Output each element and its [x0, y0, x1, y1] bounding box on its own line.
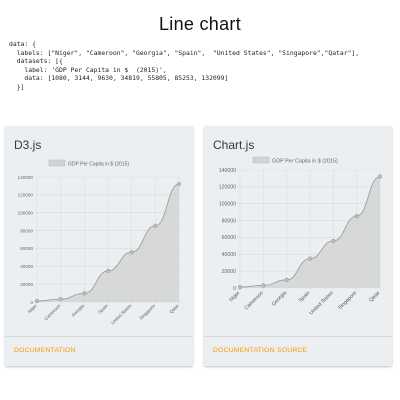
chartjs-card: Chart.js GDP Per Capita in $ (2015) 0 2000…	[204, 126, 392, 366]
y-tick-label: 140000	[219, 168, 236, 174]
x-tick-label: Cameroon	[43, 303, 61, 321]
card-title: Chart.js	[213, 138, 254, 152]
x-tick-label: Georgia	[70, 303, 85, 318]
code-line: }]	[9, 83, 24, 91]
data-point	[154, 224, 158, 228]
data-point	[238, 285, 242, 289]
chartjs-line-chart: GDP Per Capita in $ (2015)02000040000600…	[204, 154, 392, 332]
code-snippet: data: { labels: ["Niger", "Cameroon", "G…	[9, 40, 359, 92]
y-tick-label: 140000	[18, 175, 34, 180]
d3-line-chart: GDP Per Capita in $ (2015)02000040000600…	[5, 154, 193, 332]
x-tick-label: Spain	[97, 303, 109, 315]
data-point	[262, 284, 266, 288]
source-link[interactable]: SOURCE	[277, 347, 307, 354]
x-tick-label: Qatar	[368, 290, 382, 304]
y-tick-label: 20000	[222, 269, 237, 275]
data-point	[35, 299, 39, 303]
y-tick-label: 100000	[219, 202, 236, 208]
x-tick-label: United States	[308, 290, 335, 317]
y-tick-label: 80000	[222, 218, 237, 224]
legend-swatch	[253, 157, 269, 163]
code-line: datasets: [{	[9, 57, 63, 65]
x-tick-label: Spain	[298, 290, 312, 304]
x-tick-label: Singapore	[138, 303, 156, 321]
y-tick-label: 40000	[20, 264, 33, 269]
y-tick-label: 100000	[18, 211, 34, 216]
y-tick-label: 40000	[222, 252, 237, 258]
x-tick-label: Niger	[228, 290, 241, 303]
x-tick-label: Singapore	[337, 290, 358, 311]
data-point	[177, 182, 181, 186]
y-tick-label: 60000	[20, 246, 33, 251]
documentation-link[interactable]: DOCUMENTATION	[14, 347, 76, 354]
data-point	[308, 257, 312, 261]
data-point	[378, 175, 382, 179]
documentation-link[interactable]: DOCUMENTATION	[213, 347, 275, 354]
data-point	[83, 292, 87, 296]
y-tick-label: 120000	[18, 193, 34, 198]
data-point	[59, 297, 63, 301]
x-tick-label: Qatar	[168, 303, 180, 315]
y-tick-label: 80000	[20, 228, 33, 233]
code-line: data: [1080, 3144, 9630, 34819, 55805, 8…	[9, 74, 228, 82]
x-tick-label: Georgia	[271, 290, 288, 307]
page-title: Line chart	[0, 14, 400, 35]
card-footer: DOCUMENTATION SOURCE	[204, 336, 392, 367]
code-line: labels: ["Niger", "Cameroon", "Georgia",…	[9, 49, 359, 57]
card-footer: DOCUMENTATION	[5, 336, 193, 367]
legend-label: GDP Per Capita in $ (2015)	[68, 162, 129, 168]
data-point	[130, 250, 134, 254]
code-line: label: 'GDP Per Capita in $ (2015)',	[9, 66, 167, 74]
legend-label: GDP Per Capita in $ (2015)	[272, 159, 338, 165]
legend-swatch	[49, 160, 65, 166]
data-point	[285, 278, 289, 282]
card-title: D3.js	[14, 138, 41, 152]
y-tick-label: 120000	[219, 185, 236, 191]
data-point	[355, 214, 359, 218]
y-tick-label: 60000	[222, 235, 237, 241]
d3-card: D3.js GDP Per Capita in $ (2015) 0 20000 40…	[5, 126, 193, 366]
data-point	[332, 239, 336, 243]
y-tick-label: 20000	[20, 282, 33, 287]
x-tick-label: United States	[110, 303, 133, 326]
x-tick-label: Cameroon	[243, 290, 264, 311]
x-tick-label: Niger	[27, 303, 38, 314]
code-line: data: {	[9, 40, 36, 48]
data-point	[106, 269, 110, 273]
